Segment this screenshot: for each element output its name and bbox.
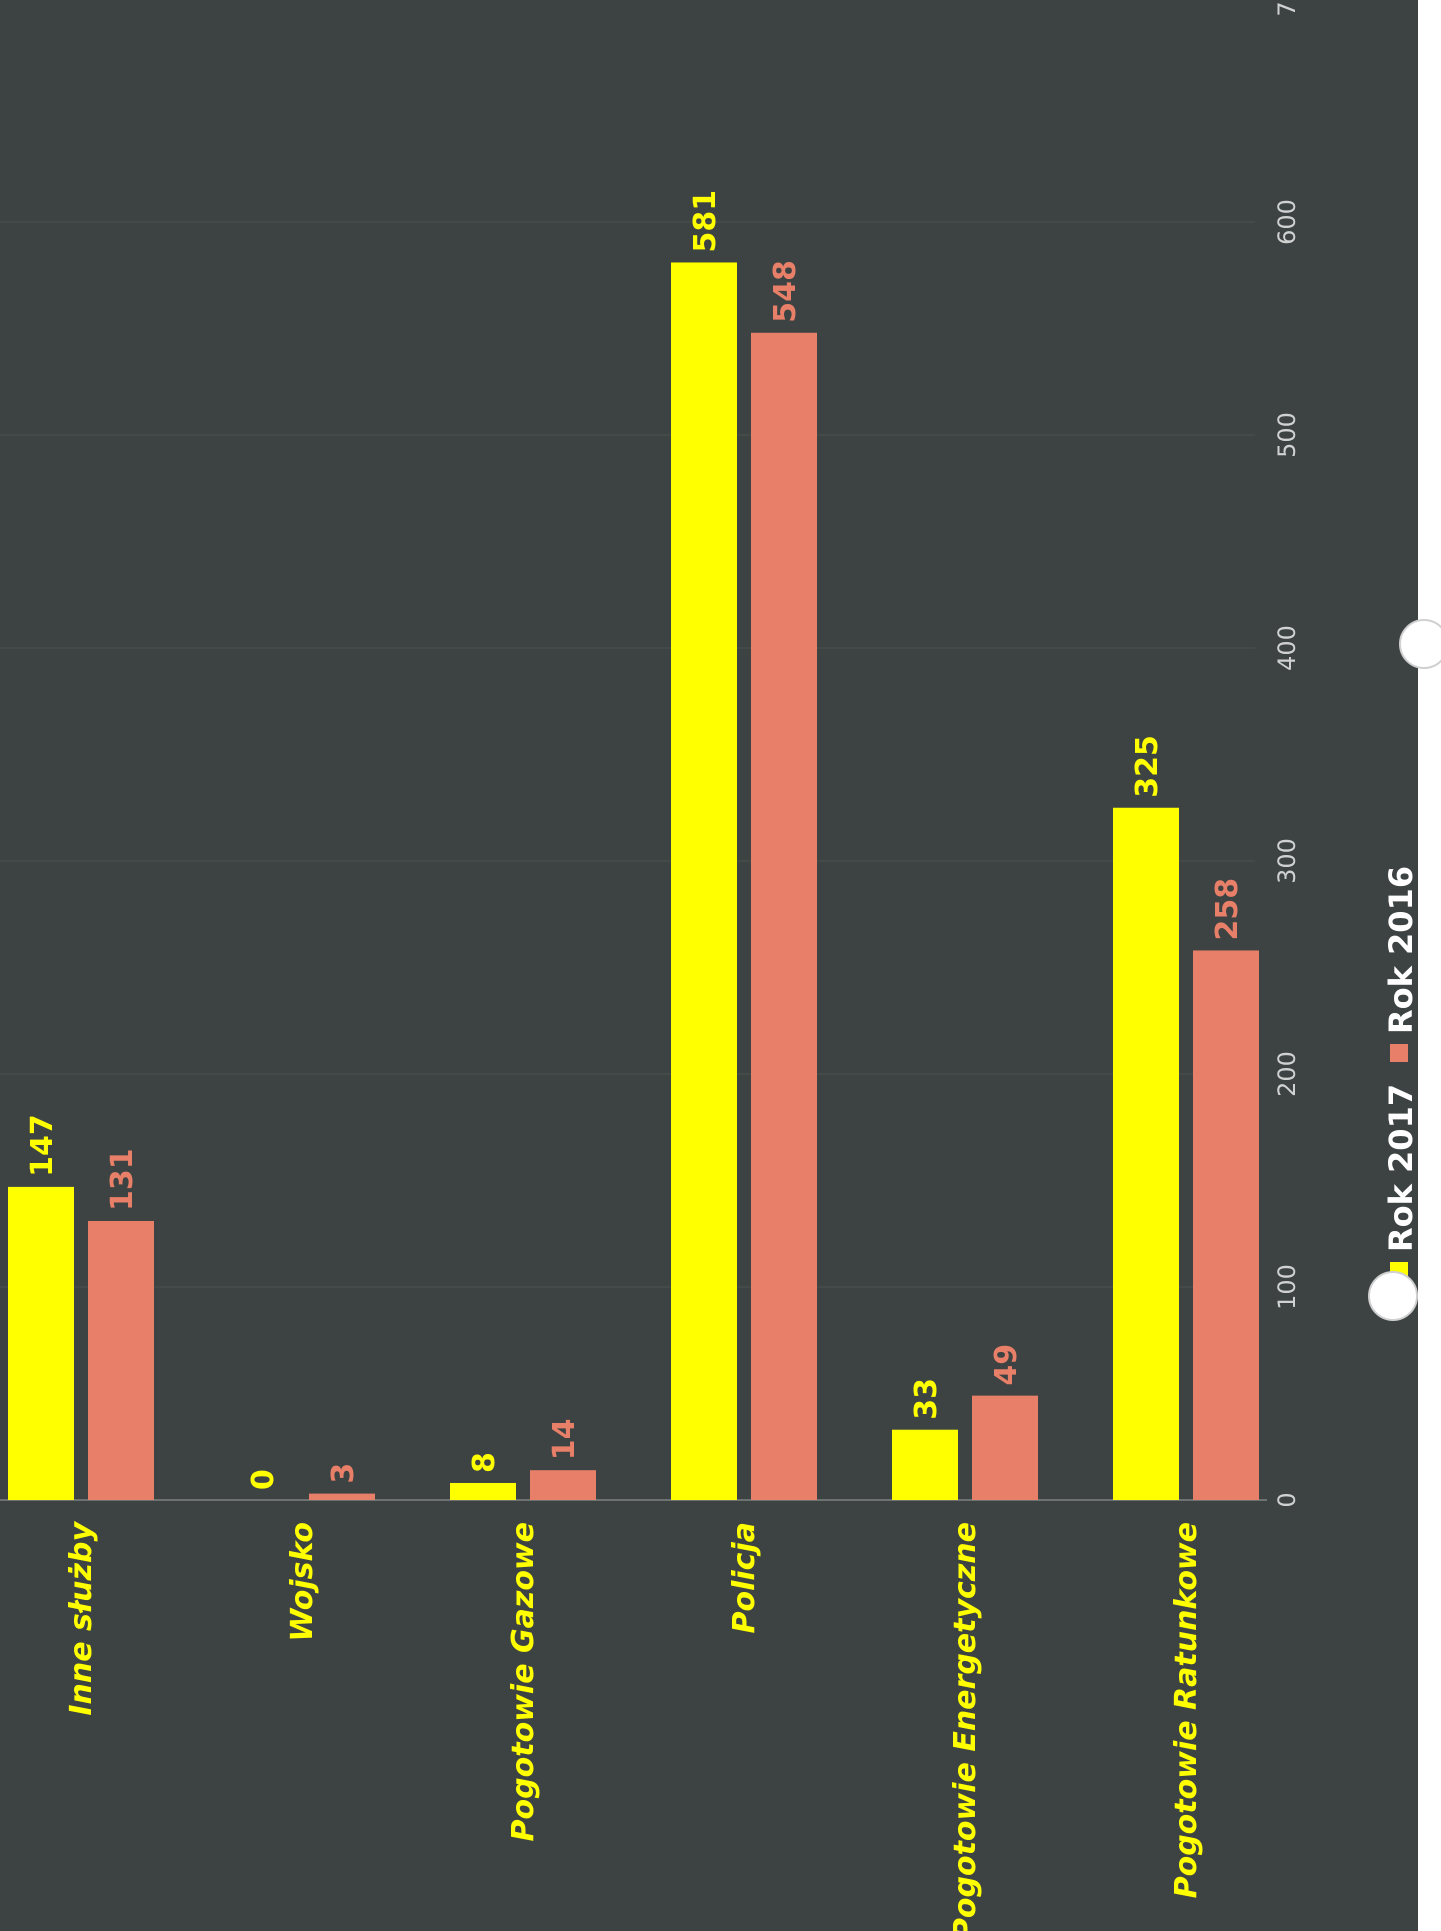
tick-label-7: 7 — [1273, 1, 1301, 16]
value-label-2016-1: 3 — [326, 1463, 361, 1484]
tick-label-100: 100 — [1273, 1264, 1301, 1310]
value-labels: 147 131 0 3 8 14 581 548 33 49 325 258 — [25, 190, 1245, 1490]
tick-label-200: 200 — [1273, 1051, 1301, 1097]
legend: Rok 2017 Rok 2016 — [1382, 866, 1420, 1280]
bar-2017-5 — [1113, 807, 1179, 1500]
gridlines — [0, 221, 1267, 1501]
value-label-2016-2: 14 — [547, 1418, 582, 1460]
category-labels: Inne służby Wojsko Pogotowie Gazowe Policja… — [64, 1521, 1204, 1931]
tick-label-0: 0 — [1273, 1492, 1301, 1507]
bar-2017-3 — [671, 262, 737, 1500]
value-label-2017-3: 581 — [688, 190, 723, 253]
bar-2017-4 — [892, 1429, 958, 1500]
value-label-2017-4: 33 — [909, 1378, 944, 1420]
category-label-3: Policja — [727, 1522, 762, 1633]
bar-2016-4 — [972, 1395, 1038, 1500]
x-axis-ticks: 0 100 200 300 400 500 600 7 — [1273, 1, 1301, 1507]
tick-label-300: 300 — [1273, 838, 1301, 884]
category-label-5: Pogotowie Ratunkowe — [1169, 1522, 1204, 1898]
bars — [8, 262, 1259, 1500]
tick-label-400: 400 — [1273, 625, 1301, 671]
legend-label-2016: Rok 2016 — [1382, 866, 1420, 1034]
tick-label-500: 500 — [1273, 412, 1301, 458]
category-label-4: Pogotowie Energetyczne — [948, 1522, 983, 1931]
tick-label-600: 600 — [1273, 199, 1301, 245]
category-label-1: Wojsko — [285, 1522, 320, 1642]
category-label-0: Inne służby — [64, 1521, 99, 1716]
bar-2017-2 — [450, 1482, 516, 1500]
value-label-2016-4: 49 — [989, 1344, 1024, 1386]
value-label-2017-1: 0 — [246, 1469, 281, 1490]
legend-label-2017: Rok 2017 — [1382, 1084, 1420, 1252]
value-label-2016-0: 131 — [105, 1148, 140, 1211]
bar-2016-1 — [309, 1493, 375, 1500]
punch-hole-top — [1399, 619, 1441, 669]
bar-2016-0 — [88, 1220, 154, 1500]
legend-swatch-2016 — [1390, 1044, 1408, 1062]
punch-hole-bottom — [1368, 1271, 1418, 1321]
value-label-2016-3: 548 — [768, 260, 803, 323]
value-label-2017-2: 8 — [467, 1452, 502, 1473]
bar-2016-5 — [1193, 950, 1259, 1500]
value-label-2017-5: 325 — [1130, 735, 1165, 798]
bar-2016-3 — [751, 332, 817, 1500]
bar-2017-0 — [8, 1186, 74, 1500]
category-label-2: Pogotowie Gazowe — [506, 1522, 541, 1841]
value-label-2017-0: 147 — [25, 1114, 60, 1177]
bar-2016-2 — [530, 1470, 596, 1500]
value-label-2016-5: 258 — [1210, 878, 1245, 941]
